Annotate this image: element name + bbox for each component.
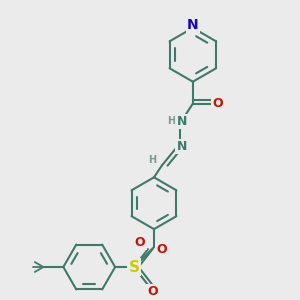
Text: N: N — [177, 115, 187, 128]
Text: S: S — [129, 260, 140, 274]
Text: O: O — [212, 97, 223, 110]
Text: O: O — [157, 243, 167, 256]
Text: H: H — [148, 155, 156, 165]
Text: N: N — [177, 140, 187, 153]
Text: N: N — [187, 18, 199, 32]
Text: O: O — [148, 285, 158, 298]
Text: H: H — [167, 116, 175, 126]
Text: O: O — [135, 236, 145, 249]
